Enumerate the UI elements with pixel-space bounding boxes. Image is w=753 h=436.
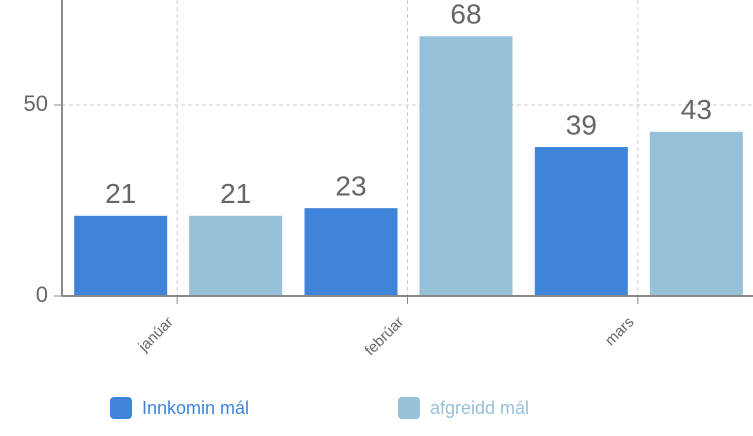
value-label: 68 (450, 0, 481, 30)
bar (74, 215, 168, 296)
bar (189, 215, 283, 296)
value-label: 21 (105, 178, 136, 209)
value-label: 21 (220, 178, 251, 209)
bar (649, 131, 743, 296)
bar (304, 208, 398, 296)
legend-swatch[interactable] (110, 397, 132, 419)
value-label: 43 (681, 94, 712, 125)
value-label: 23 (335, 171, 366, 202)
legend-swatch[interactable] (398, 397, 420, 419)
x-tick-label: febrúar (362, 314, 408, 360)
bar (419, 36, 513, 296)
x-tick-label: mars (602, 314, 638, 350)
legend-label[interactable]: Innkomin mál (142, 398, 249, 418)
y-tick-label: 0 (36, 282, 48, 307)
legend-label[interactable]: afgreidd mál (430, 398, 529, 418)
bar (534, 147, 628, 296)
x-tick-label: janúar (135, 314, 177, 356)
y-tick-label: 50 (24, 91, 48, 116)
value-label: 39 (566, 109, 597, 140)
